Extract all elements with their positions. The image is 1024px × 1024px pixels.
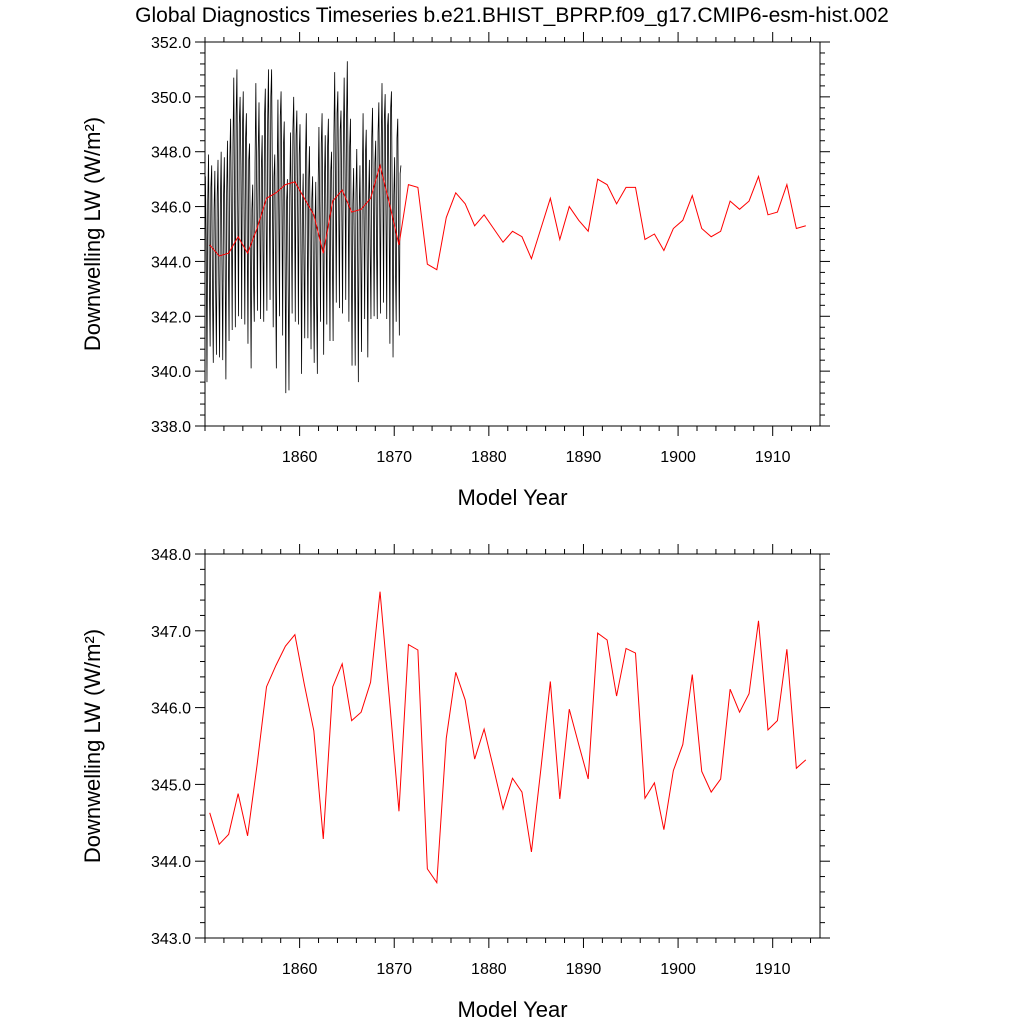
annual-series-line: [209, 163, 806, 271]
x-axis-label: Model Year: [457, 997, 567, 1022]
monthly-series-line: [205, 61, 402, 394]
y-axis-label: Downwelling LW (W/m²): [80, 117, 105, 351]
y-tick-label: 344.0: [151, 254, 191, 271]
y-tick-label: 345.0: [151, 777, 191, 794]
x-tick-label: 1900: [660, 449, 696, 466]
x-tick-label: 1860: [282, 961, 318, 978]
y-tick-label: 347.0: [151, 624, 191, 641]
x-tick-label: 1910: [755, 961, 791, 978]
y-tick-label: 346.0: [151, 200, 191, 217]
x-tick-label: 1880: [471, 449, 507, 466]
x-tick-label: 1890: [566, 961, 602, 978]
figure-title: Global Diagnostics Timeseries b.e21.BHIS…: [135, 4, 889, 27]
x-tick-label: 1910: [755, 449, 791, 466]
y-axis-label: Downwelling LW (W/m²): [80, 629, 105, 863]
y-tick-label: 338.0: [151, 419, 191, 436]
y-tick-label: 344.0: [151, 854, 191, 871]
annual-series-line: [209, 591, 807, 885]
y-tick-label: 352.0: [151, 35, 191, 52]
plot-frame: [204, 41, 821, 427]
y-tick-label: 343.0: [151, 931, 191, 948]
x-tick-label: 1870: [376, 961, 412, 978]
y-tick-label: 348.0: [151, 547, 191, 564]
y-tick-label: 340.0: [151, 364, 191, 381]
x-tick-label: 1900: [660, 961, 696, 978]
y-tick-label: 348.0: [151, 145, 191, 162]
x-tick-label: 1870: [376, 449, 412, 466]
y-tick-label: 346.0: [151, 701, 191, 718]
plot-frame: [204, 553, 821, 939]
y-tick-label: 350.0: [151, 90, 191, 107]
x-tick-label: 1860: [282, 449, 318, 466]
x-axis-label: Model Year: [457, 485, 567, 510]
bottom-panel: 343.0 344.0 345.0 346.0 347.0 348.0 1860 1870 18…: [80, 544, 830, 1022]
top-panel: 338.0 340.0 342.0 344.0 346.0 348.0 350.0 352.0…: [80, 32, 830, 510]
x-tick-label: 1880: [471, 961, 507, 978]
y-tick-label: 342.0: [151, 309, 191, 326]
x-tick-label: 1890: [566, 449, 602, 466]
